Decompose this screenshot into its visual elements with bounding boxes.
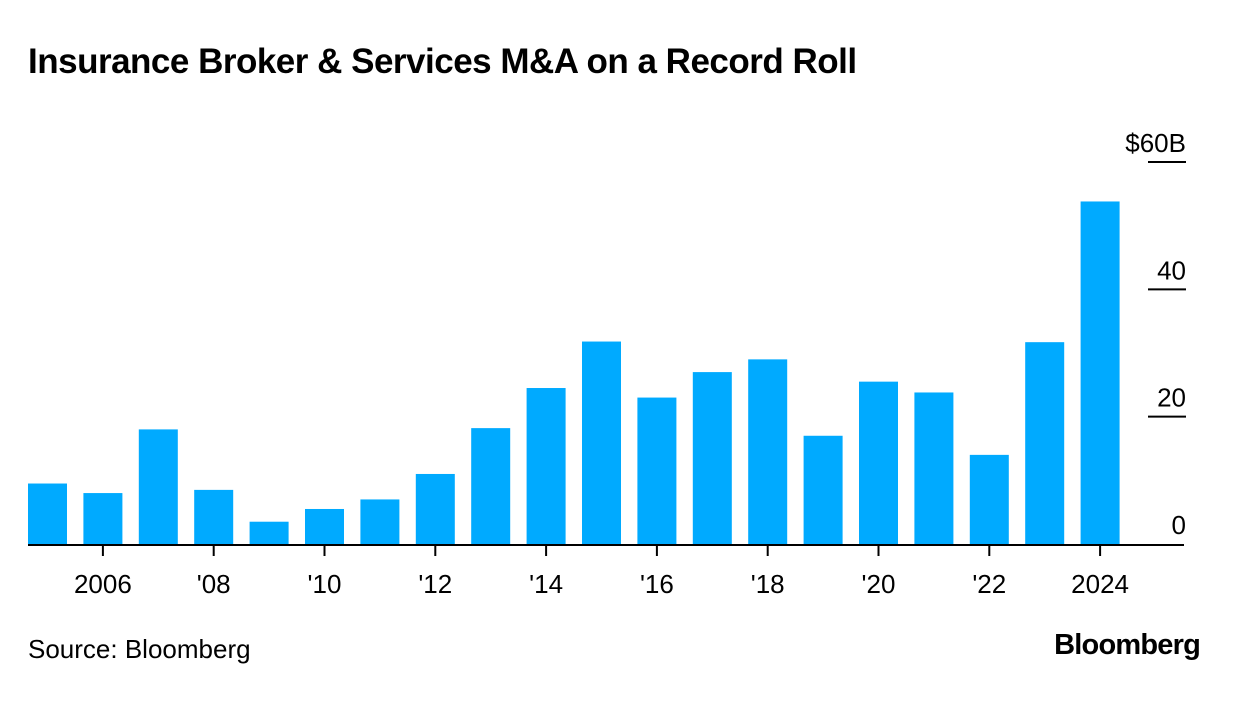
x-tick-label-2016: '16 (640, 569, 674, 599)
bar-2021 (914, 392, 954, 544)
bar-2014 (526, 388, 566, 544)
chart-title: Insurance Broker & Services M&A on a Rec… (28, 42, 857, 81)
bar-2005 (28, 483, 67, 544)
bar-2018 (748, 359, 788, 544)
bar-2019 (803, 435, 843, 544)
x-tick-label-2012: '12 (418, 569, 452, 599)
x-tick-label-2014: '14 (529, 569, 563, 599)
bar-2011 (360, 499, 400, 544)
y-axis: 0 20 40 $60B (1125, 128, 1186, 540)
y-tick-label-40: 40 (1157, 255, 1186, 285)
bar-2015 (582, 341, 621, 544)
bar-2022 (969, 454, 1009, 544)
y-tick-label-60: $60B (1125, 128, 1186, 158)
bars-group (28, 201, 1120, 544)
y-tick-label-0: 0 (1172, 510, 1186, 540)
bar-2017 (692, 372, 732, 544)
bar-2007 (138, 429, 178, 544)
bar-2008 (194, 489, 234, 544)
bar-2009 (249, 521, 289, 544)
x-tick-label-2020: '20 (862, 569, 896, 599)
x-tick-label-2006: 2006 (74, 569, 132, 599)
bar-2023 (1025, 342, 1065, 544)
x-tick-label-2022: '22 (972, 569, 1006, 599)
x-tick-label-2010: '10 (308, 569, 342, 599)
x-tick-label-2024: 2024 (1071, 569, 1129, 599)
bar-2016 (637, 397, 677, 544)
bar-2024 (1080, 201, 1120, 544)
bar-2013 (471, 428, 511, 544)
bar-2006 (83, 493, 123, 544)
bar-2020 (859, 381, 898, 544)
bloomberg-logo: Bloomberg (1054, 629, 1201, 661)
source-note: Source: Bloomberg (28, 634, 251, 664)
x-tick-label-2008: '08 (197, 569, 231, 599)
bar-2012 (415, 473, 455, 544)
y-tick-label-20: 20 (1157, 383, 1186, 413)
x-axis: 2006 '08 '10 '12 '14 '16 '18 '20 '22 2024 (28, 544, 1184, 599)
bar-2010 (305, 508, 344, 544)
x-tick-label-2018: '18 (751, 569, 785, 599)
